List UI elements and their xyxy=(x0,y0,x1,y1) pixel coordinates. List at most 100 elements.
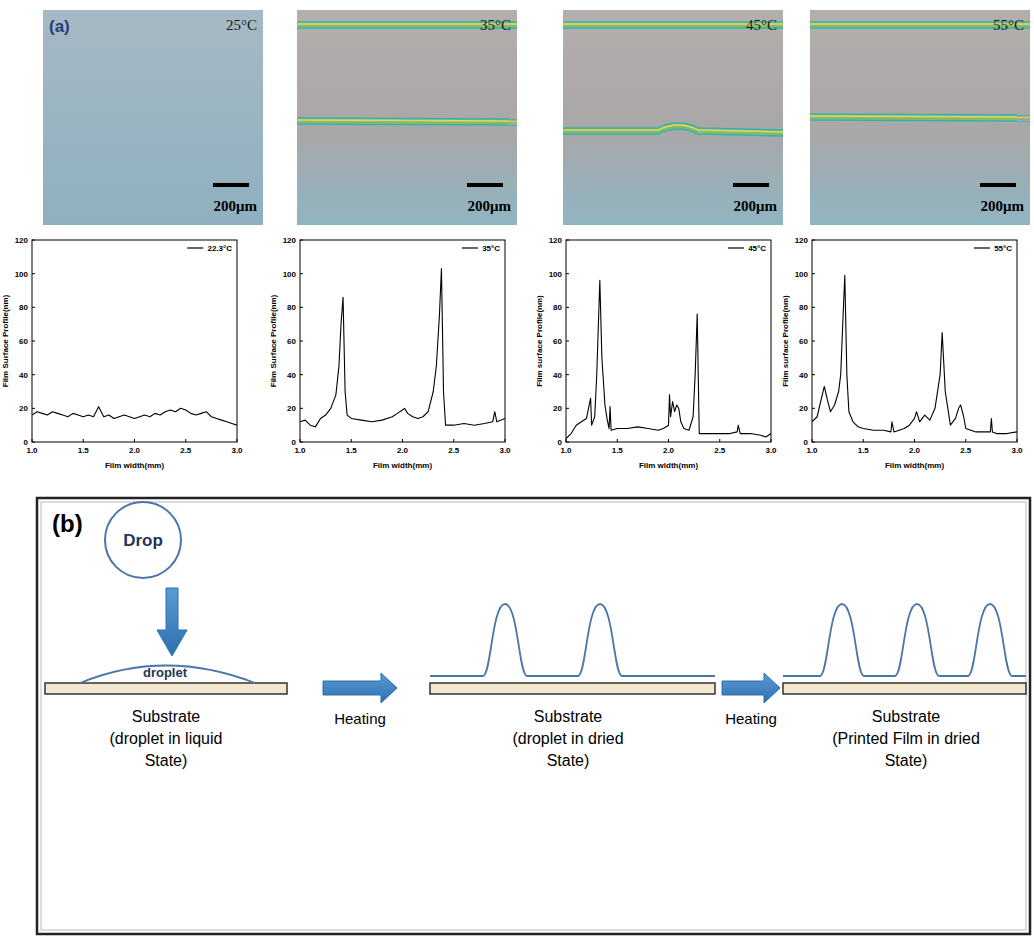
x-tick-label: 1.0 xyxy=(26,446,38,455)
legend-label: 35°C xyxy=(482,244,500,253)
band-line xyxy=(563,125,783,132)
x-tick-label: 2.0 xyxy=(397,446,409,455)
y-tick-label: 120 xyxy=(15,236,29,245)
micrograph-background xyxy=(43,10,263,225)
legend-swatch xyxy=(187,247,203,248)
stage-label: State) xyxy=(547,752,590,769)
x-tick-label: 2.0 xyxy=(129,446,141,455)
micrograph-background xyxy=(297,10,517,225)
y-tick-label: 40 xyxy=(553,371,562,380)
y-tick-label: 100 xyxy=(795,270,809,279)
x-tick-label: 2.5 xyxy=(448,446,460,455)
legend-swatch xyxy=(728,247,744,248)
y-tick-label: 60 xyxy=(799,337,808,346)
legend-swatch xyxy=(462,247,478,248)
scale-bar xyxy=(980,183,1016,187)
band-line xyxy=(810,118,1030,119)
line-chart: 1.01.52.02.53.002040608010012022.3°CFilm… xyxy=(1,236,243,470)
heating-arrow xyxy=(722,673,780,703)
x-tick-label: 3.0 xyxy=(231,446,243,455)
line-chart: 1.01.52.02.53.002040608010012055°CFilm w… xyxy=(781,236,1023,470)
band-line xyxy=(563,127,783,134)
legend-label: 45°C xyxy=(748,244,766,253)
scale-bar xyxy=(733,183,769,187)
dried-profile xyxy=(783,604,1026,676)
temperature-label: 45°C xyxy=(746,17,777,33)
x-tick-label: 3.0 xyxy=(499,446,511,455)
band-line xyxy=(297,118,517,119)
stage-label: (Printed Film in dried xyxy=(832,730,980,747)
plot-frame xyxy=(300,240,505,442)
y-tick-label: 0 xyxy=(292,438,297,447)
diagram-frame xyxy=(37,498,1030,934)
stage-label: Substrate xyxy=(872,708,941,725)
x-axis-title: Film width(mm) xyxy=(373,461,432,470)
y-tick-label: 100 xyxy=(549,270,563,279)
x-tick-label: 1.5 xyxy=(612,446,624,455)
band-line xyxy=(563,129,783,136)
x-tick-label: 3.0 xyxy=(765,446,777,455)
stage-label: State) xyxy=(885,752,928,769)
x-axis-title: Film width(mm) xyxy=(105,461,164,470)
figure: 25°C 200μm 35°C200μm 45°C 200μm 55°C 200μm (a) 1… xyxy=(0,0,1034,938)
heating-arrow xyxy=(323,673,397,703)
y-axis-title: Film surface Profile(nm) xyxy=(781,295,790,387)
x-tick-label: 2.0 xyxy=(909,446,921,455)
y-tick-label: 0 xyxy=(558,438,563,447)
data-group xyxy=(812,275,1017,433)
x-tick-label: 1.0 xyxy=(806,446,818,455)
profile-line xyxy=(566,280,771,438)
stage-label: Substrate xyxy=(132,708,201,725)
plot-frame xyxy=(566,240,771,442)
y-tick-label: 120 xyxy=(283,236,297,245)
substrate xyxy=(783,683,1026,694)
y-tick-label: 100 xyxy=(15,270,29,279)
panel-label: (a) xyxy=(49,17,70,36)
scale-bar-label: 200μm xyxy=(214,198,258,214)
band-line xyxy=(297,124,517,125)
y-tick-label: 40 xyxy=(19,371,28,380)
x-tick-label: 1.5 xyxy=(78,446,90,455)
data-group xyxy=(32,407,237,426)
x-axis-title: Film width(mm) xyxy=(639,461,698,470)
scale-bar-label: 200μm xyxy=(981,198,1025,214)
data-group xyxy=(566,280,771,438)
y-tick-label: 0 xyxy=(804,438,809,447)
y-tick-label: 60 xyxy=(553,337,562,346)
band-line xyxy=(810,120,1030,121)
y-axis-title: Film Surface Profile(nm) xyxy=(269,294,278,387)
panel-label: (b) xyxy=(52,510,83,537)
plot-frame xyxy=(32,240,237,442)
stage-label: (droplet in dried xyxy=(512,730,623,747)
micrograph-background xyxy=(810,10,1030,225)
y-tick-label: 20 xyxy=(553,404,562,413)
scale-bar xyxy=(213,183,249,187)
temperature-label: 25°C xyxy=(226,17,257,33)
x-tick-label: 2.5 xyxy=(180,446,192,455)
down-arrow xyxy=(157,588,187,656)
micrograph: 45°C 200μm xyxy=(563,10,783,225)
band-line xyxy=(810,114,1030,115)
y-tick-label: 80 xyxy=(553,303,562,312)
x-axis-title: Film width(mm) xyxy=(885,461,944,470)
x-tick-label: 1.5 xyxy=(346,446,358,455)
x-tick-label: 1.0 xyxy=(560,446,572,455)
micrograph: 35°C200μm xyxy=(297,10,517,225)
scale-bar xyxy=(467,183,503,187)
band-line xyxy=(810,116,1030,117)
stage-label: (droplet in liquid xyxy=(110,730,223,747)
stage-label: State) xyxy=(145,752,188,769)
micrograph-background xyxy=(563,10,783,225)
scale-bar-label: 200μm xyxy=(734,198,778,214)
dried-profile xyxy=(430,604,715,676)
x-tick-label: 2.5 xyxy=(714,446,726,455)
temperature-label: 55°C xyxy=(993,17,1024,33)
heating-label: Heating xyxy=(725,710,777,727)
y-tick-label: 40 xyxy=(287,371,296,380)
droplet-shape xyxy=(80,666,255,684)
y-tick-label: 80 xyxy=(19,303,28,312)
band-line xyxy=(297,120,517,121)
profile-line xyxy=(812,275,1017,433)
data-group xyxy=(300,269,505,427)
band-line xyxy=(297,122,517,123)
